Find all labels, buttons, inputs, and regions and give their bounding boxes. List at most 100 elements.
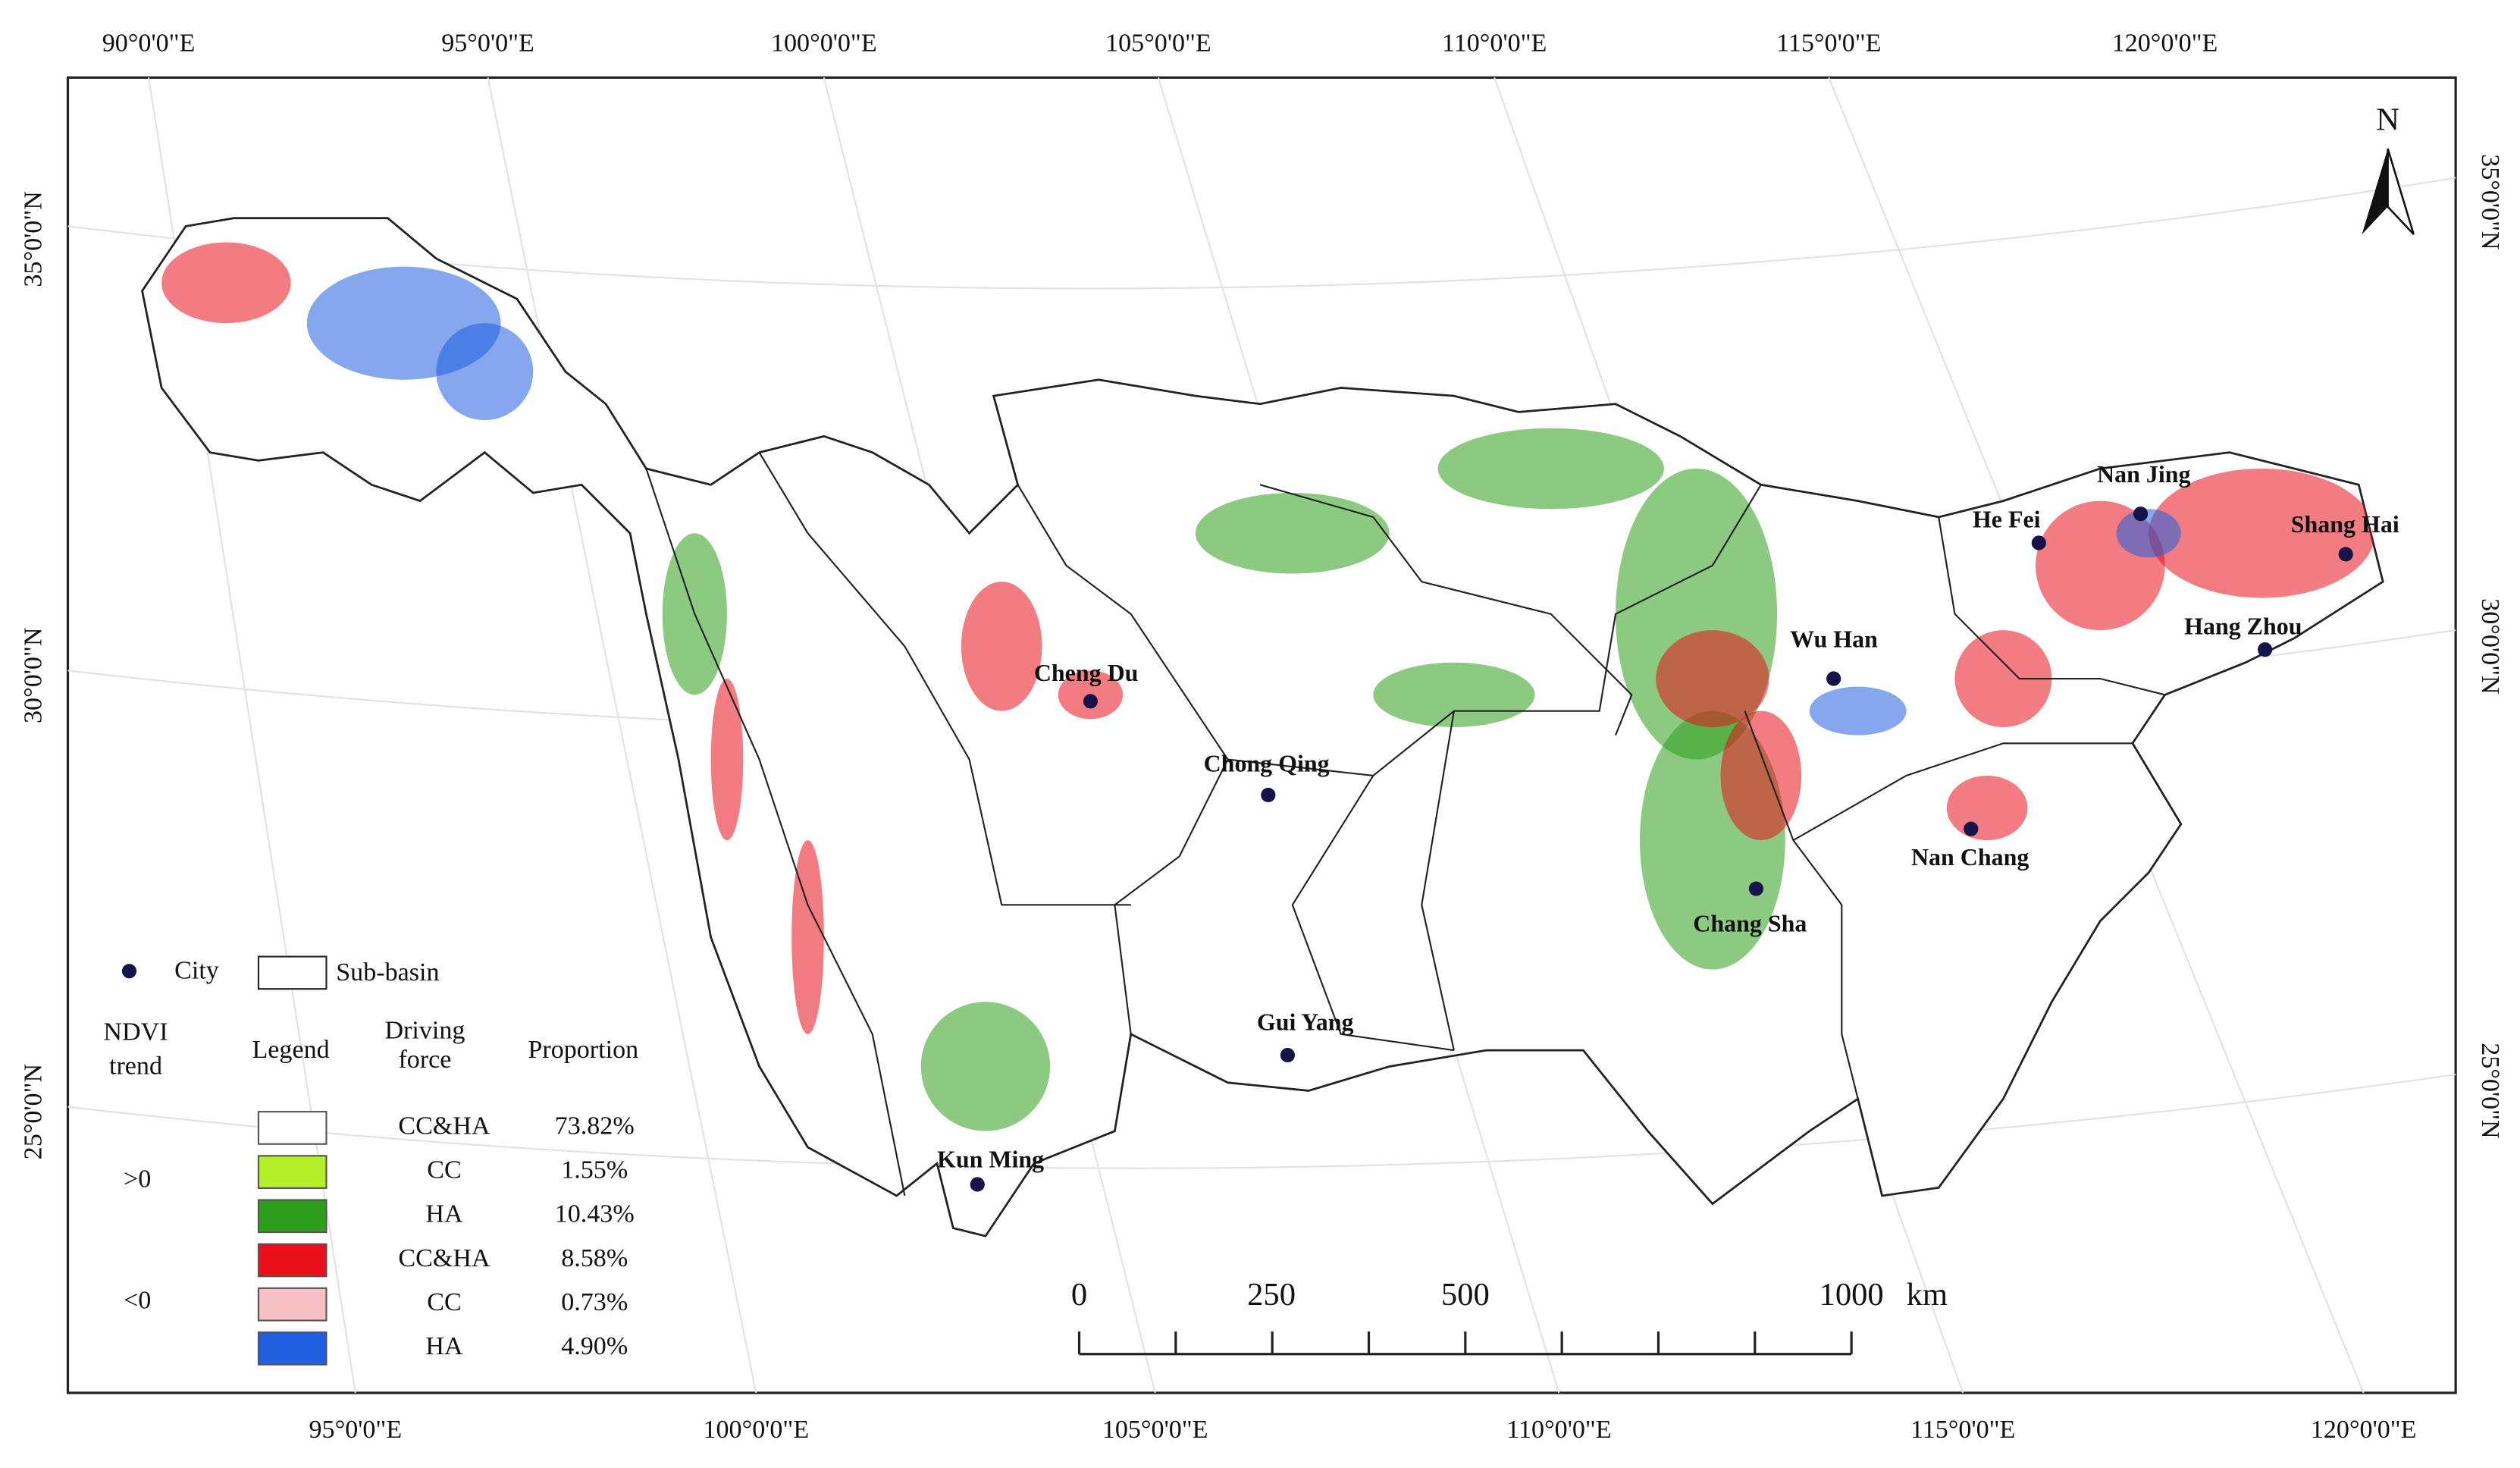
legend-swatch <box>257 1331 328 1366</box>
lon-label: 115°0'0"E <box>1910 1416 2015 1444</box>
legend-trend: >0 <box>124 1165 151 1194</box>
vegetation-patch <box>1720 710 1802 841</box>
city-dot <box>970 1177 985 1192</box>
lon-label: 95°0'0"E <box>441 29 534 57</box>
lon-label: 120°0'0"E <box>2311 1416 2417 1444</box>
lat-label: 30°0'0"N <box>2476 598 2504 694</box>
legend-force: CC&HA <box>398 1244 491 1272</box>
legend-force: HA <box>425 1332 463 1360</box>
scale-label: 1000 <box>1819 1277 1884 1313</box>
vegetation-patch <box>1373 662 1535 727</box>
vegetation-patch <box>920 1002 1051 1131</box>
city-dot <box>2133 507 2149 522</box>
vegetation-patch <box>436 323 534 421</box>
legend-header: force <box>398 1046 451 1074</box>
lon-label: 105°0'0"E <box>1105 29 1211 57</box>
graticule-line <box>67 1074 2456 1169</box>
legend-sub-basin-label: Sub-basin <box>336 958 439 987</box>
city-label: Shang Hai <box>2291 511 2399 538</box>
sub-basin-line <box>645 468 906 1197</box>
lon-label: 100°0'0"E <box>703 1416 809 1444</box>
legend-proportion: 73.82% <box>555 1112 635 1140</box>
city-dot <box>2338 547 2353 562</box>
city-label: Chang Sha <box>1693 910 1807 936</box>
lon-label: 100°0'0"E <box>771 29 877 57</box>
lon-label: 95°0'0"E <box>309 1416 402 1444</box>
city-dot <box>1826 671 1841 686</box>
lon-label: 90°0'0"E <box>102 29 196 57</box>
legend-header: NDVI <box>103 1018 168 1046</box>
lon-label: 110°0'0"E <box>1506 1416 1611 1444</box>
scale-label: 250 <box>1247 1277 1296 1313</box>
sub-basin-line <box>758 452 1131 906</box>
legend-swatch <box>257 1199 328 1234</box>
vegetation-patch <box>791 840 824 1034</box>
legend-trend: <0 <box>124 1286 151 1314</box>
vegetation-patch <box>1809 686 1907 736</box>
legend-swatch <box>257 1287 328 1322</box>
city-label: Chong Qing <box>1204 750 1330 776</box>
vegetation-patch <box>1656 630 1769 727</box>
city-dot <box>1083 694 1099 709</box>
legend-swatch <box>257 1155 328 1189</box>
graticule-line <box>487 77 757 1394</box>
sub-basin-line <box>1792 742 2133 842</box>
vegetation-patches <box>161 242 2375 1131</box>
scale-unit: km <box>1907 1277 1948 1313</box>
legend-city-label: City <box>174 957 219 985</box>
vegetation-patch <box>1954 630 2052 727</box>
vegetation-patch <box>2116 509 2181 558</box>
legend-header: Legend <box>252 1036 329 1064</box>
lat-label: 25°0'0"N <box>2476 1043 2504 1138</box>
city-dot <box>2031 535 2046 550</box>
lon-label: 110°0'0"E <box>1442 29 1547 57</box>
legend-proportion: 0.73% <box>561 1288 628 1316</box>
sub-basin-line <box>1938 516 2165 696</box>
city-dot <box>1748 881 1763 896</box>
legend-proportion: 10.43% <box>555 1200 635 1228</box>
north-arrow <box>2387 148 2415 235</box>
north-label: N <box>2376 102 2399 138</box>
vegetation-patch <box>2149 468 2375 598</box>
city-label: Hang Zhou <box>2184 613 2302 639</box>
lat-label: 35°0'0"N <box>2476 154 2504 249</box>
sub-basin-line <box>1421 710 1455 1051</box>
sub-basins <box>645 452 2165 1197</box>
city-dot <box>2258 642 2273 657</box>
legend-proportion: 8.58% <box>561 1244 628 1272</box>
legend-proportion: 4.90% <box>561 1332 628 1360</box>
legend-sub-basin-box <box>257 955 328 990</box>
city-label: Wu Han <box>1790 626 1878 652</box>
legend-header: trend <box>109 1052 162 1080</box>
vegetation-patch <box>710 679 744 841</box>
city-label: Gui Yang <box>1257 1008 1354 1035</box>
lat-label: 35°0'0"N <box>20 191 48 287</box>
city-label: Nan Chang <box>1911 844 2029 870</box>
legend-header: Driving <box>384 1017 465 1045</box>
city-dot <box>1964 821 1979 836</box>
basin-outline <box>141 217 2384 1237</box>
sub-basin-line <box>1259 484 1633 736</box>
labels: 90°0'0"E 95°0'0"E 100°0'0"E 105°0'0"E 110°0'… <box>20 29 2504 1443</box>
vegetation-patch <box>1437 428 1664 510</box>
city-label: He Fei <box>1973 507 2041 533</box>
legend-force: CC <box>427 1288 461 1316</box>
legend-swatch <box>257 1111 328 1145</box>
vegetation-patch <box>961 582 1042 711</box>
scale-label: 500 <box>1441 1277 1490 1313</box>
lon-label: 115°0'0"E <box>1776 29 1881 57</box>
legend-city-dot <box>121 964 137 979</box>
map-frame-group: 90°0'0"E 95°0'0"E 100°0'0"E 105°0'0"E 110°0'… <box>20 29 2504 1443</box>
legend-force: HA <box>425 1200 463 1228</box>
vegetation-patch <box>1195 492 1390 574</box>
city-label: Nan Jing <box>2097 461 2190 488</box>
legend-force: CC <box>427 1156 461 1184</box>
lat-label: 25°0'0"N <box>20 1064 48 1159</box>
lon-label: 105°0'0"E <box>1102 1416 1208 1444</box>
lat-label: 30°0'0"N <box>20 628 48 723</box>
vegetation-patch <box>161 242 291 324</box>
sub-basin-line <box>1291 775 1455 1052</box>
city-dot <box>1280 1047 1295 1063</box>
sub-basin-line <box>1744 710 1859 1099</box>
